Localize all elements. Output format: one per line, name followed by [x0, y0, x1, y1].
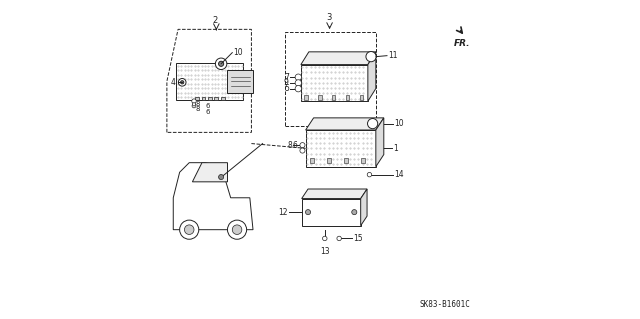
Text: 4: 4	[171, 78, 176, 87]
Circle shape	[337, 236, 341, 241]
Circle shape	[184, 225, 194, 234]
Bar	[301, 198, 361, 226]
Bar	[304, 95, 308, 100]
Circle shape	[218, 174, 223, 180]
Circle shape	[300, 148, 305, 153]
Text: 13: 13	[320, 247, 330, 256]
Bar	[177, 63, 243, 100]
Text: 3: 3	[326, 13, 332, 22]
Text: 15: 15	[353, 234, 362, 243]
Text: SK83-B1601C: SK83-B1601C	[419, 300, 470, 309]
Text: 10: 10	[394, 119, 404, 128]
Circle shape	[232, 225, 242, 234]
Text: 6: 6	[205, 103, 210, 109]
Bar	[360, 95, 364, 100]
Circle shape	[179, 78, 186, 86]
Text: 14: 14	[394, 170, 404, 179]
Bar	[301, 64, 368, 101]
Polygon shape	[301, 52, 376, 64]
Circle shape	[192, 104, 196, 108]
Text: 5: 5	[284, 84, 289, 93]
Bar	[317, 95, 321, 100]
Circle shape	[367, 172, 372, 177]
Circle shape	[193, 103, 196, 106]
Circle shape	[305, 210, 310, 215]
Text: 7: 7	[284, 73, 289, 82]
Text: 9: 9	[284, 78, 289, 87]
Text: 2: 2	[212, 16, 218, 25]
Circle shape	[323, 236, 327, 241]
Text: 1: 1	[393, 144, 397, 153]
Circle shape	[352, 210, 357, 215]
Text: 10: 10	[233, 48, 243, 57]
Circle shape	[295, 74, 301, 80]
Bar	[346, 95, 349, 100]
Bar	[344, 158, 348, 163]
Bar	[208, 97, 212, 100]
Text: 11: 11	[388, 51, 397, 60]
Circle shape	[218, 61, 223, 66]
Polygon shape	[306, 118, 384, 130]
Text: 8: 8	[196, 107, 200, 112]
Text: 8: 8	[196, 101, 200, 107]
Bar	[306, 130, 376, 167]
Bar	[361, 158, 365, 163]
Text: 12: 12	[278, 208, 288, 217]
Bar	[221, 97, 225, 100]
Bar	[310, 158, 314, 163]
Circle shape	[367, 118, 378, 129]
Polygon shape	[301, 189, 367, 198]
Text: 6: 6	[205, 109, 210, 115]
Polygon shape	[368, 52, 376, 101]
Circle shape	[180, 220, 199, 239]
Text: 8: 8	[287, 141, 292, 150]
Bar	[285, 32, 376, 126]
Text: 6: 6	[292, 141, 298, 150]
Circle shape	[227, 220, 246, 239]
Circle shape	[216, 58, 227, 70]
Polygon shape	[361, 189, 367, 226]
Bar	[202, 97, 205, 100]
Bar	[227, 70, 253, 93]
Polygon shape	[193, 163, 227, 182]
Circle shape	[295, 85, 301, 92]
Circle shape	[295, 80, 301, 86]
Bar	[214, 97, 218, 100]
Bar	[327, 158, 332, 163]
Polygon shape	[173, 163, 253, 230]
Bar	[332, 95, 335, 100]
Circle shape	[180, 81, 184, 84]
Circle shape	[366, 52, 376, 62]
Polygon shape	[376, 118, 384, 167]
Text: FR.: FR.	[454, 39, 470, 48]
Bar	[195, 97, 199, 100]
Circle shape	[192, 99, 196, 103]
Circle shape	[300, 143, 305, 148]
